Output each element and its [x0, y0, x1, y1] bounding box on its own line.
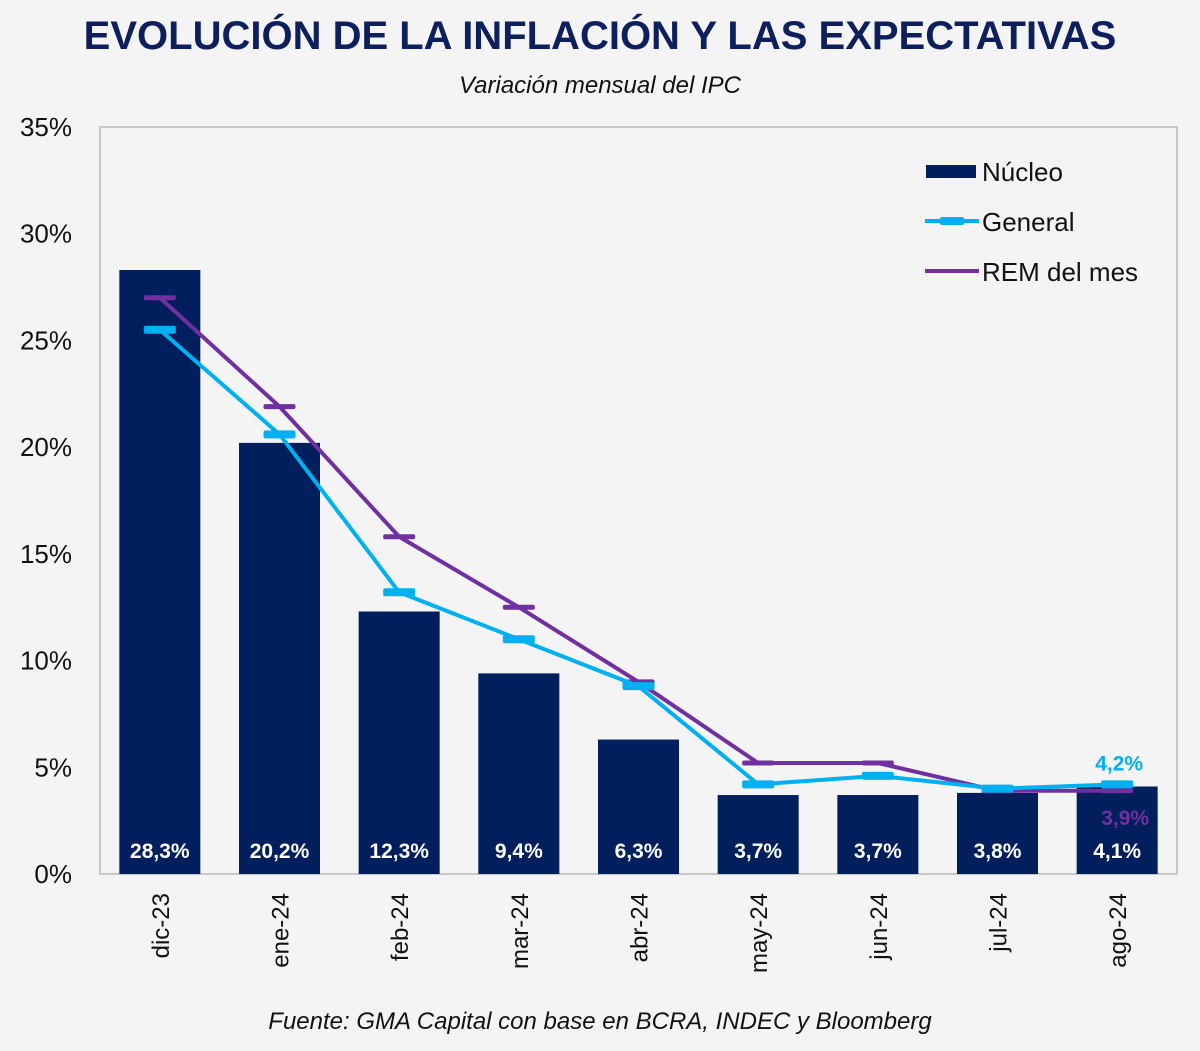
y-tick-label: 0% — [34, 859, 72, 889]
marker-rem — [383, 534, 416, 540]
marker-general — [502, 635, 535, 644]
marker-general — [861, 771, 894, 780]
bar-value-label: 3,7% — [734, 840, 782, 863]
marker-rem — [742, 760, 775, 766]
legend-label-general: General — [982, 207, 1075, 237]
x-tick-label: ago-24 — [1105, 893, 1132, 968]
legend-label-nucleo: Núcleo — [982, 157, 1063, 187]
bar-value-label: 6,3% — [615, 840, 663, 863]
x-tick-label: ene-24 — [268, 893, 295, 968]
y-axis: 0% 5% 10% 15% 20% 25% 30% 35% — [20, 112, 72, 889]
bar-nucleo — [598, 739, 679, 874]
bar-nucleo — [837, 795, 919, 874]
bar-value-label: 20,2% — [250, 840, 310, 863]
marker-general — [1101, 780, 1134, 789]
source-note: Fuente: GMA Capital con base en BCRA, IN… — [268, 1008, 932, 1035]
chart-subtitle: Variación mensual del IPC — [459, 72, 741, 99]
bar-nucleo — [478, 673, 560, 874]
bar-value-label: 12,3% — [369, 840, 429, 863]
x-tick-label: dic-23 — [148, 893, 175, 958]
marker-rem — [861, 760, 894, 766]
end-labels: 4,2% 3,9% — [1095, 752, 1149, 829]
chart-title: EVOLUCIÓN DE LA INFLACIÓN Y LAS EXPECTAT… — [83, 14, 1117, 58]
x-tick-label: jul-24 — [986, 893, 1013, 953]
bar-nucleo — [239, 442, 320, 874]
marker-general — [263, 430, 296, 439]
bar-value-label: 28,3% — [130, 840, 190, 863]
y-tick-label: 20% — [20, 432, 72, 462]
x-tick-label: abr-24 — [627, 893, 654, 962]
end-label-general: 4,2% — [1095, 752, 1143, 775]
bar-value-label: 4,1% — [1093, 840, 1141, 863]
marker-rem — [263, 404, 296, 410]
y-tick-label: 5% — [34, 752, 72, 782]
marker-rem — [1101, 788, 1134, 794]
legend-label-rem: REM del mes — [982, 257, 1138, 287]
x-tick-label: jun-24 — [866, 893, 893, 961]
lines — [143, 295, 1134, 794]
bar-nucleo — [717, 795, 799, 874]
bar-value-label: 3,7% — [854, 840, 902, 863]
bar-nucleo — [957, 792, 1038, 874]
marker-rem — [143, 295, 176, 301]
marker-general — [742, 780, 775, 789]
legend-swatch-general-marker — [940, 217, 964, 225]
legend: Núcleo General REM del mes — [925, 157, 1138, 287]
x-tick-label: mar-24 — [507, 893, 534, 969]
x-axis: dic-23 ene-24 feb-24 mar-24 abr-24 may-24 jun-… — [148, 893, 1132, 973]
y-tick-label: 15% — [20, 539, 72, 569]
bars-nucleo — [119, 269, 1158, 874]
bar-nucleo — [119, 269, 201, 874]
marker-general — [143, 325, 176, 334]
y-tick-label: 10% — [20, 646, 72, 676]
bar-value-label: 9,4% — [495, 840, 543, 863]
x-tick-label: may-24 — [746, 893, 773, 973]
bar-nucleo — [1076, 786, 1158, 874]
marker-rem — [502, 604, 535, 610]
bar-value-label: 3,8% — [974, 840, 1022, 863]
marker-general — [383, 588, 416, 597]
marker-general — [622, 682, 655, 691]
legend-swatch-nucleo — [926, 165, 976, 178]
y-tick-label: 35% — [20, 112, 72, 142]
y-tick-label: 30% — [20, 219, 72, 249]
y-tick-label: 25% — [20, 325, 72, 355]
marker-general — [981, 784, 1014, 793]
bar-labels: 28,3% 20,2% 12,3% 9,4% 6,3% 3,7% 3,7% 3,8% 4,1% — [130, 840, 1141, 863]
bar-nucleo — [358, 611, 440, 874]
x-tick-label: feb-24 — [387, 893, 414, 961]
end-label-rem: 3,9% — [1101, 807, 1149, 830]
